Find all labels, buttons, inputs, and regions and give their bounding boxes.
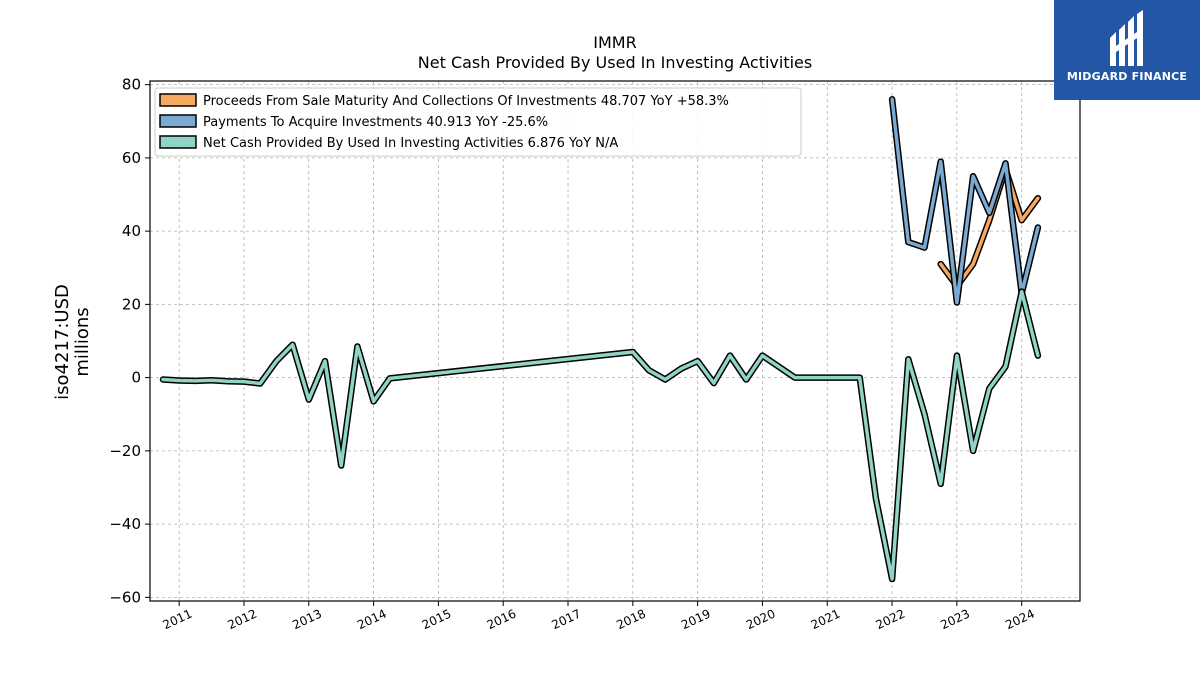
x-tick-label: 2018 xyxy=(614,607,648,633)
y-axis-label: iso4217:USD millions xyxy=(52,284,93,400)
chart-title: IMMR xyxy=(593,33,636,52)
brand-logo: MIDGARD FINANCE xyxy=(1054,0,1200,100)
y-axis-ticks: −60 −40 −20 0 20 40 60 80 xyxy=(109,76,150,606)
x-tick-label: 2020 xyxy=(744,607,778,633)
series-line-1 xyxy=(890,97,1040,305)
y-tick-label: −40 xyxy=(109,515,141,533)
brand-name: MIDGARD FINANCE xyxy=(1066,70,1188,83)
x-tick-label: 2014 xyxy=(355,607,389,633)
x-tick-label: 2013 xyxy=(290,607,324,633)
x-tick-label: 2022 xyxy=(874,607,908,633)
legend-label-0: Proceeds From Sale Maturity And Collecti… xyxy=(203,94,729,109)
x-tick-label: 2024 xyxy=(1003,607,1037,633)
x-tick-label: 2016 xyxy=(485,607,519,633)
series-layer xyxy=(159,96,1042,583)
x-tick-label: 2015 xyxy=(420,607,454,633)
y-tick-label: −20 xyxy=(109,442,141,460)
legend-swatch-2 xyxy=(159,135,197,149)
series-line-2 xyxy=(161,289,1040,581)
x-tick-label: 2011 xyxy=(161,607,195,633)
legend: Proceeds From Sale Maturity And Collecti… xyxy=(154,87,802,157)
y-tick-label: −60 xyxy=(109,588,141,606)
x-tick-label: 2012 xyxy=(225,607,259,633)
legend-label-2: Net Cash Provided By Used In Investing A… xyxy=(203,136,618,151)
grid xyxy=(150,81,1080,601)
x-tick-label: 2017 xyxy=(550,607,584,633)
x-tick-label: 2023 xyxy=(938,607,972,633)
y-axis-label-line1: iso4217:USD xyxy=(52,284,73,400)
x-axis-ticks: 2011 2012 2013 2014 2015 2016 2017 2018 2019 2020… xyxy=(161,601,1037,632)
y-tick-label: 60 xyxy=(122,149,141,167)
x-tick-label: 2021 xyxy=(809,607,843,633)
y-axis-label-line2: millions xyxy=(72,307,93,376)
y-tick-label: 40 xyxy=(122,222,141,240)
legend-box xyxy=(154,87,802,157)
plot-frame xyxy=(149,80,1081,602)
y-tick-label: 20 xyxy=(122,295,141,313)
series-line-outline-2 xyxy=(159,288,1042,583)
legend-swatch-1 xyxy=(159,114,197,128)
y-tick-label: 0 xyxy=(131,369,141,387)
legend-swatch-0 xyxy=(159,93,197,107)
x-tick-label: 2019 xyxy=(679,607,713,633)
midgard-logo-icon xyxy=(1110,10,1143,66)
y-tick-label: 80 xyxy=(122,76,141,94)
legend-label-1: Payments To Acquire Investments 40.913 Y… xyxy=(203,115,548,130)
chart-subtitle: Net Cash Provided By Used In Investing A… xyxy=(418,53,812,72)
